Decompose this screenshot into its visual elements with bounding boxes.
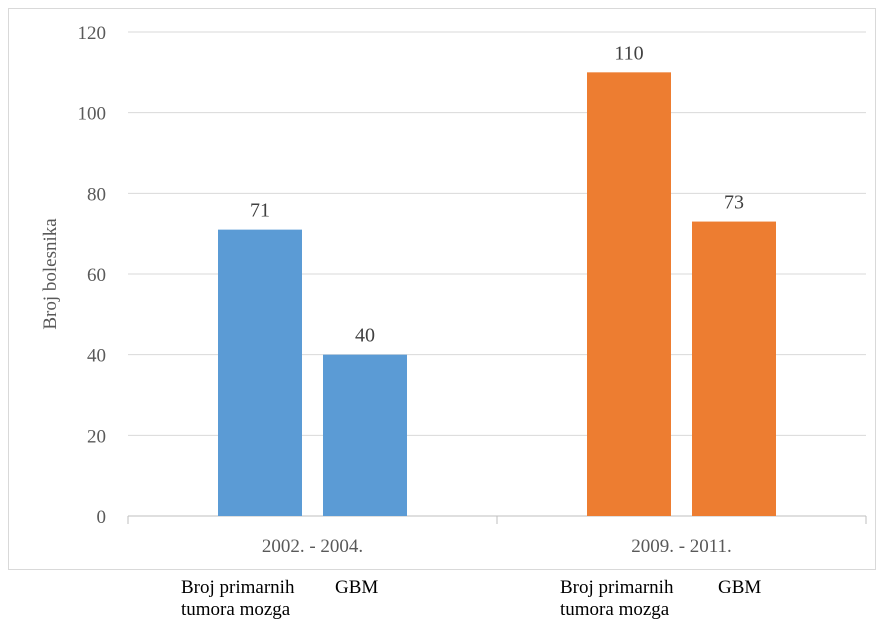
- y-tick-label: 20: [87, 426, 106, 447]
- bar: [692, 221, 776, 517]
- data-label: 40: [355, 325, 375, 347]
- y-tick-label: 80: [87, 184, 106, 205]
- bar-caption-line2: tumora mozga: [560, 599, 670, 620]
- labels: 0 20 40 60 80 100 120 71 40 2002. - 2004. 110 73 200…: [78, 23, 745, 557]
- bar: [218, 229, 302, 516]
- data-label: 110: [614, 42, 643, 64]
- bar-caption: Broj primarnih tumora mozga: [560, 577, 673, 621]
- x-tick-label: 2002. - 2004.: [262, 536, 363, 557]
- bar-caption-line1: GBM: [335, 577, 379, 598]
- bars: [218, 72, 776, 517]
- bar-caption: GBM: [335, 577, 378, 599]
- bar-caption-line1: GBM: [718, 577, 762, 598]
- bar: [587, 72, 671, 516]
- y-tick-label: 60: [87, 265, 106, 286]
- y-tick-label: 40: [87, 346, 106, 367]
- y-tick-label: 0: [97, 507, 107, 528]
- x-tick-label: 2009. - 2011.: [631, 536, 732, 557]
- data-label: 73: [724, 192, 744, 214]
- bar-caption-line2: tumora mozga: [181, 599, 291, 620]
- y-axis-label: Broj bolesnika: [40, 218, 61, 330]
- bar-caption: GBM: [718, 577, 761, 599]
- bar-caption-line1: Broj primarnih: [181, 577, 295, 598]
- bar-caption-line1: Broj primarnih: [560, 577, 674, 598]
- bar: [323, 354, 407, 516]
- data-label: 71: [250, 200, 270, 222]
- y-tick-label: 100: [78, 104, 107, 125]
- bar-caption: Broj primarnih tumora mozga: [181, 577, 294, 621]
- y-tick-label: 120: [78, 23, 107, 44]
